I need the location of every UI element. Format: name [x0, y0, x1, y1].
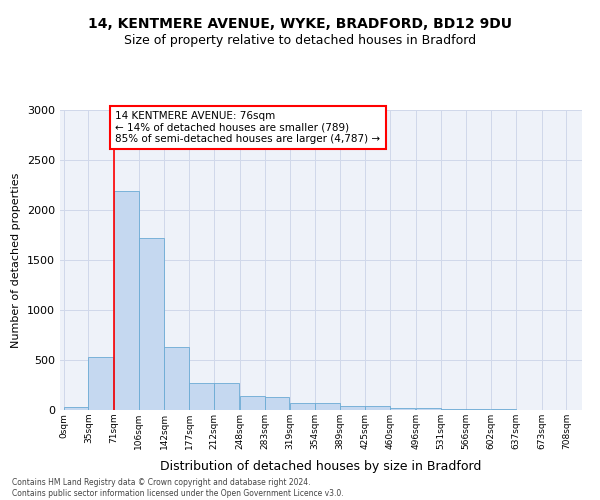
Text: 14, KENTMERE AVENUE, WYKE, BRADFORD, BD12 9DU: 14, KENTMERE AVENUE, WYKE, BRADFORD, BD1… [88, 18, 512, 32]
Bar [491, 409, 516, 410]
Bar [365, 406, 390, 410]
Bar [239, 396, 265, 410]
Bar [64, 407, 88, 410]
Text: Size of property relative to detached houses in Bradford: Size of property relative to detached ho… [124, 34, 476, 47]
Bar [164, 346, 189, 410]
Bar [214, 383, 239, 410]
X-axis label: Distribution of detached houses by size in Bradford: Distribution of detached houses by size … [160, 460, 482, 473]
Bar [315, 403, 340, 410]
Bar [189, 382, 214, 410]
Bar [139, 238, 164, 410]
Bar [466, 409, 490, 410]
Bar [416, 408, 440, 410]
Bar [88, 357, 113, 410]
Bar [290, 402, 315, 410]
Bar [390, 408, 415, 410]
Text: 14 KENTMERE AVENUE: 76sqm
← 14% of detached houses are smaller (789)
85% of semi: 14 KENTMERE AVENUE: 76sqm ← 14% of detac… [115, 111, 380, 144]
Bar [114, 191, 139, 410]
Bar [440, 409, 466, 410]
Bar [340, 406, 365, 410]
Bar [265, 396, 289, 410]
Text: Contains HM Land Registry data © Crown copyright and database right 2024.
Contai: Contains HM Land Registry data © Crown c… [12, 478, 344, 498]
Y-axis label: Number of detached properties: Number of detached properties [11, 172, 22, 348]
